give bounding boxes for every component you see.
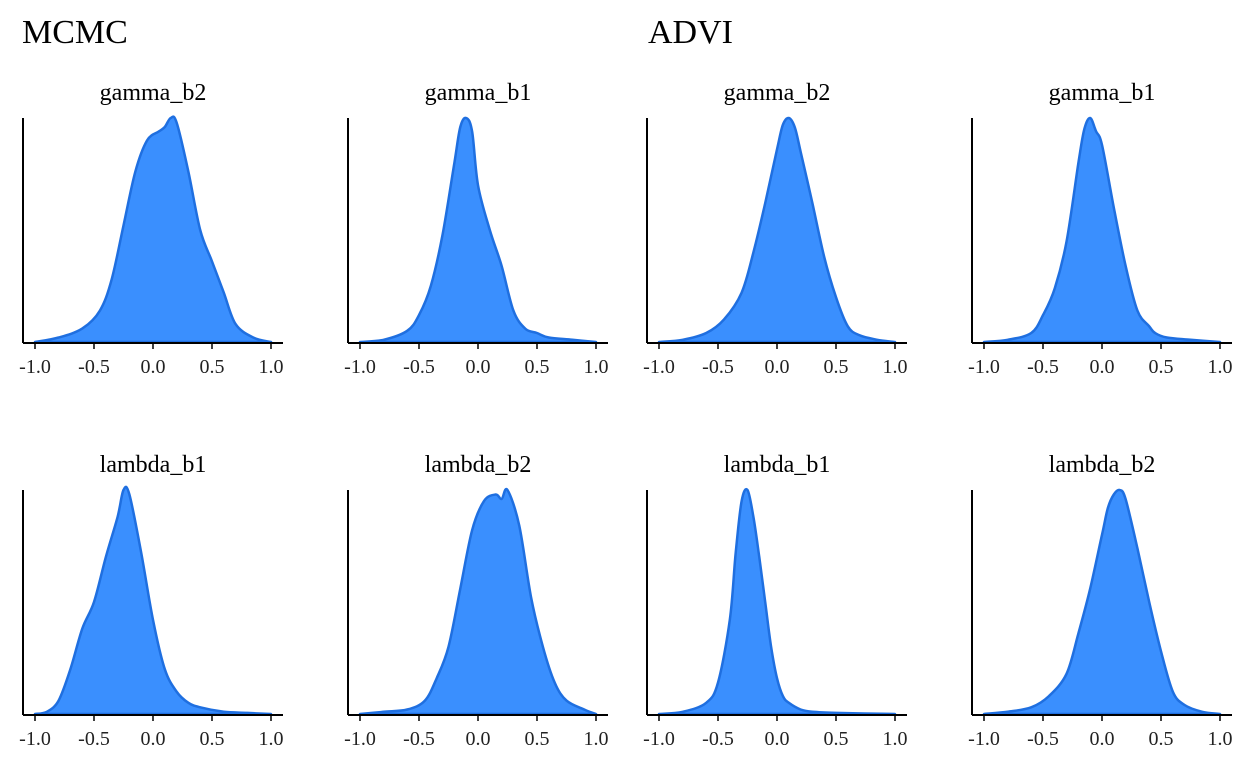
- x-tick-label: -0.5: [702, 356, 734, 378]
- density-area: [358, 116, 598, 344]
- x-tick-label: 1.0: [584, 356, 609, 378]
- x-tick-label: -0.5: [1027, 728, 1059, 750]
- density-area: [358, 487, 598, 716]
- x-tick-label: 1.0: [883, 728, 908, 750]
- x-tick-label: 0.5: [200, 728, 225, 750]
- density-panel-advi-lambda-b1: lambda_b1 -1.0 -0.5 0.0 0.5 1.0: [643, 452, 907, 750]
- density-area: [33, 485, 273, 716]
- x-tick-label: -1.0: [643, 356, 675, 378]
- density-panel-mcmc-gamma-b1: gamma_b1 -1.0 -0.5 0.0 0.5 1.0: [344, 80, 608, 378]
- density-area: [657, 116, 897, 344]
- x-tick-label: -1.0: [344, 728, 376, 750]
- x-tick-label: -1.0: [19, 356, 51, 378]
- x-tick-label: 0.0: [765, 728, 790, 750]
- density-area: [33, 115, 273, 344]
- x-tick-label: 0.0: [1090, 728, 1115, 750]
- panel-title: lambda_b2: [1049, 452, 1156, 478]
- x-tick-label: 0.5: [1149, 728, 1174, 750]
- x-tick-label: -0.5: [702, 728, 734, 750]
- x-tick-label: 0.0: [141, 728, 166, 750]
- panel-title: gamma_b1: [425, 80, 532, 106]
- x-tick-label: 1.0: [1208, 356, 1233, 378]
- density-area: [657, 487, 897, 716]
- density-panel-mcmc-lambda-b2: lambda_b2 -1.0 -0.5 0.0 0.5 1.0: [344, 452, 608, 750]
- x-tick-label: 0.0: [466, 356, 491, 378]
- group-title-mcmc: MCMC: [22, 14, 128, 51]
- x-tick-label: -0.5: [403, 728, 435, 750]
- x-tick-label: 1.0: [259, 356, 284, 378]
- x-tick-label: 0.5: [200, 356, 225, 378]
- x-tick-label: 0.0: [765, 356, 790, 378]
- density-panel-advi-lambda-b2: lambda_b2 -1.0 -0.5 0.0 0.5 1.0: [968, 452, 1232, 750]
- x-tick-label: 0.0: [466, 728, 491, 750]
- panel-title: gamma_b2: [724, 80, 831, 106]
- x-tick-label: 0.5: [1149, 356, 1174, 378]
- density-area: [982, 488, 1222, 716]
- x-tick-label: 1.0: [883, 356, 908, 378]
- x-tick-label: -1.0: [968, 728, 1000, 750]
- density-panel-mcmc-lambda-b1: lambda_b1 -1.0 -0.5 0.0 0.5 1.0: [19, 452, 283, 750]
- panel-title: lambda_b1: [724, 452, 831, 478]
- x-tick-label: -1.0: [968, 356, 1000, 378]
- density-panel-advi-gamma-b2: gamma_b2 -1.0 -0.5 0.0 0.5 1.0: [643, 80, 907, 378]
- x-tick-label: 0.0: [141, 356, 166, 378]
- group-title-advi: ADVI: [648, 14, 733, 51]
- x-tick-label: 1.0: [259, 728, 284, 750]
- x-tick-label: -1.0: [643, 728, 675, 750]
- density-panel-advi-gamma-b1: gamma_b1 -1.0 -0.5 0.0 0.5 1.0: [968, 80, 1232, 378]
- x-tick-label: 0.5: [824, 728, 849, 750]
- x-tick-label: 0.5: [525, 356, 550, 378]
- density-area: [982, 116, 1222, 344]
- x-tick-label: -0.5: [78, 356, 110, 378]
- x-tick-label: -1.0: [19, 728, 51, 750]
- x-tick-label: 0.5: [824, 356, 849, 378]
- x-tick-label: -0.5: [78, 728, 110, 750]
- panel-title: lambda_b1: [100, 452, 207, 478]
- x-tick-label: -0.5: [1027, 356, 1059, 378]
- x-tick-label: -0.5: [403, 356, 435, 378]
- density-panels: gamma_b2 -1.0 -0.5 0.0 0.5 1.0 gamma_b1 -1.0 -0.…: [19, 80, 1232, 750]
- x-tick-label: -1.0: [344, 356, 376, 378]
- x-tick-label: 0.5: [525, 728, 550, 750]
- x-tick-label: 0.0: [1090, 356, 1115, 378]
- panel-title: lambda_b2: [425, 452, 532, 478]
- panel-title: gamma_b1: [1049, 80, 1156, 106]
- panel-title: gamma_b2: [100, 80, 207, 106]
- density-panel-mcmc-gamma-b2: gamma_b2 -1.0 -0.5 0.0 0.5 1.0: [19, 80, 283, 378]
- x-tick-label: 1.0: [1208, 728, 1233, 750]
- x-tick-label: 1.0: [584, 728, 609, 750]
